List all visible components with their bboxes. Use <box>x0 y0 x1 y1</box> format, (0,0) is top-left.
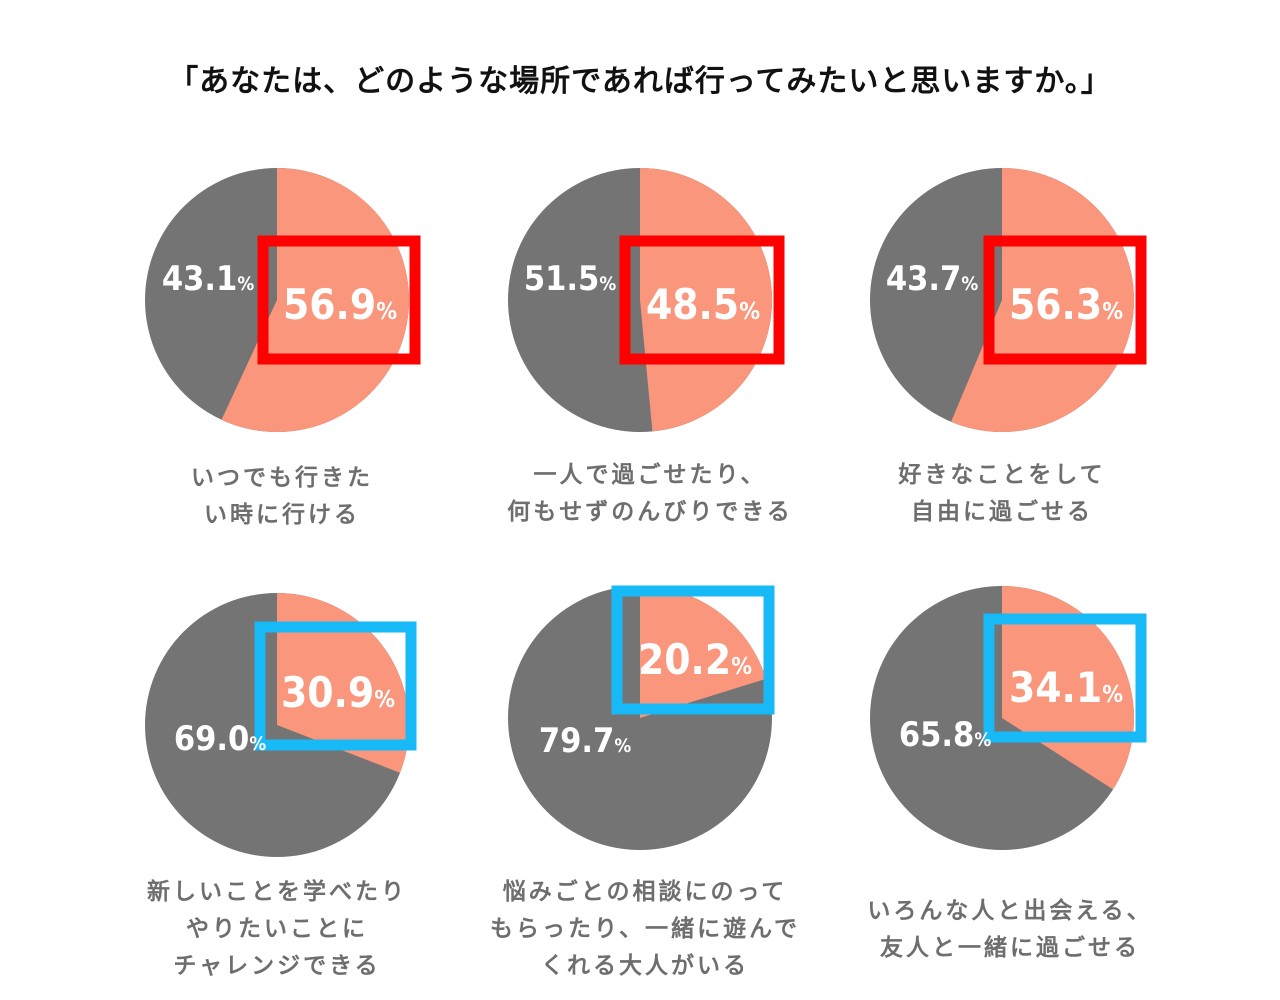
no-percent-label: 65.8% <box>899 715 991 755</box>
no-percent-label-value: 69.0 <box>174 719 249 759</box>
highlight-box <box>254 621 417 751</box>
percent-sign: % <box>739 299 760 325</box>
pie-chart-5: 79.7%20.2% <box>508 585 775 850</box>
highlight-box <box>611 585 775 715</box>
percent-sign: % <box>961 274 978 295</box>
caption-line: 一人で過ごせたり、 <box>533 462 767 488</box>
pie-slice-yes <box>640 586 767 718</box>
caption-line: いつでも行きた <box>191 465 373 491</box>
percent-sign: % <box>1102 299 1123 325</box>
yes-percent-label-value: 30.9 <box>281 668 374 717</box>
no-percent-label-value: 43.7 <box>886 259 961 299</box>
caption-line: 好きなことをして <box>898 462 1106 488</box>
yes-percent-label-value: 34.1 <box>1009 663 1102 712</box>
yes-percent-label: 34.1% <box>1009 663 1123 712</box>
pie-slice-yes <box>221 168 409 432</box>
percent-sign: % <box>731 654 752 680</box>
highlight-box <box>619 235 785 365</box>
pie-chart-6: 65.8%34.1% <box>870 586 1147 850</box>
caption-line: い時に行ける <box>204 502 360 528</box>
caption-line: もらったり、一緒に遊んで <box>490 916 800 942</box>
caption-line: 友人と一緒に過ごせる <box>880 935 1140 961</box>
chart-title: 「あなたは、どのような場所であれば行ってみたいと思いますか。」 <box>168 64 1112 99</box>
yes-percent-label-value: 56.9 <box>283 280 376 329</box>
percent-sign: % <box>237 274 254 295</box>
caption-line: やりたいことに <box>186 916 368 942</box>
highlight-box <box>983 613 1147 743</box>
caption-line: くれる大人がいる <box>541 953 749 979</box>
no-percent-label: 69.0% <box>174 719 266 759</box>
yes-percent-label-value: 20.2 <box>638 635 731 684</box>
pie-slice-yes <box>277 593 410 773</box>
pie-slice-yes <box>951 168 1134 432</box>
caption-line: 自由に過ごせる <box>911 499 1093 525</box>
yes-percent-label: 56.9% <box>283 280 397 329</box>
caption-line: チャレンジできる <box>173 953 381 979</box>
no-percent-label-value: 51.5 <box>524 259 599 299</box>
no-percent-label: 43.1% <box>162 259 254 299</box>
percent-sign: % <box>599 274 616 295</box>
yes-percent-label: 48.5% <box>646 280 760 329</box>
pie-caption: 好きなことをして 自由に過ごせる <box>898 457 1105 531</box>
no-percent-label-value: 65.8 <box>899 715 974 755</box>
highlight-box <box>257 235 421 365</box>
pie-caption: 悩みごとの相談にのって もらったり、一緒に遊んで くれる大人がいる <box>490 874 800 985</box>
percent-sign: % <box>374 687 395 713</box>
pie-caption: 新しいことを学べたり やりたいことに チャレンジできる <box>147 874 407 985</box>
caption-line: 悩みごとの相談にのって <box>502 879 788 905</box>
no-percent-label-value: 79.7 <box>539 721 614 761</box>
yes-percent-label-value: 56.3 <box>1009 280 1102 329</box>
percent-sign: % <box>249 734 266 755</box>
pie-caption: いつでも行きた い時に行ける <box>191 460 373 534</box>
no-percent-label-value: 43.1 <box>162 259 237 299</box>
caption-line: 新しいことを学べたり <box>147 879 407 905</box>
pie-chart-2: 51.5% 48.5% <box>508 167 785 432</box>
pie-chart-3: 43.7% 56.3% <box>870 168 1147 432</box>
yes-percent-label: 30.9% <box>281 668 395 717</box>
no-percent-label: 51.5% <box>524 259 616 299</box>
yes-percent-label-value: 48.5 <box>646 280 739 329</box>
no-percent-label: 79.7% <box>539 721 631 761</box>
pie-chart-4: 69.0%30.9% <box>145 593 417 857</box>
no-percent-label: 43.7% <box>886 259 978 299</box>
highlight-box <box>983 235 1147 365</box>
caption-line: いろんな人と出会える、 <box>867 898 1153 924</box>
pie-slice-yes <box>640 167 773 432</box>
yes-percent-label: 56.3% <box>1009 280 1123 329</box>
percent-sign: % <box>614 736 631 757</box>
pie-chart-1: 43.1% 56.9% <box>145 168 421 432</box>
pie-caption: 一人で過ごせたり、 何もせずのんびりできる <box>507 457 793 531</box>
caption-line: 何もせずのんびりできる <box>507 499 793 525</box>
percent-sign: % <box>974 730 991 751</box>
percent-sign: % <box>1102 682 1123 708</box>
pie-caption: いろんな人と出会える、 友人と一緒に過ごせる <box>867 893 1152 967</box>
percent-sign: % <box>376 299 397 325</box>
yes-percent-label: 20.2% <box>638 635 752 684</box>
